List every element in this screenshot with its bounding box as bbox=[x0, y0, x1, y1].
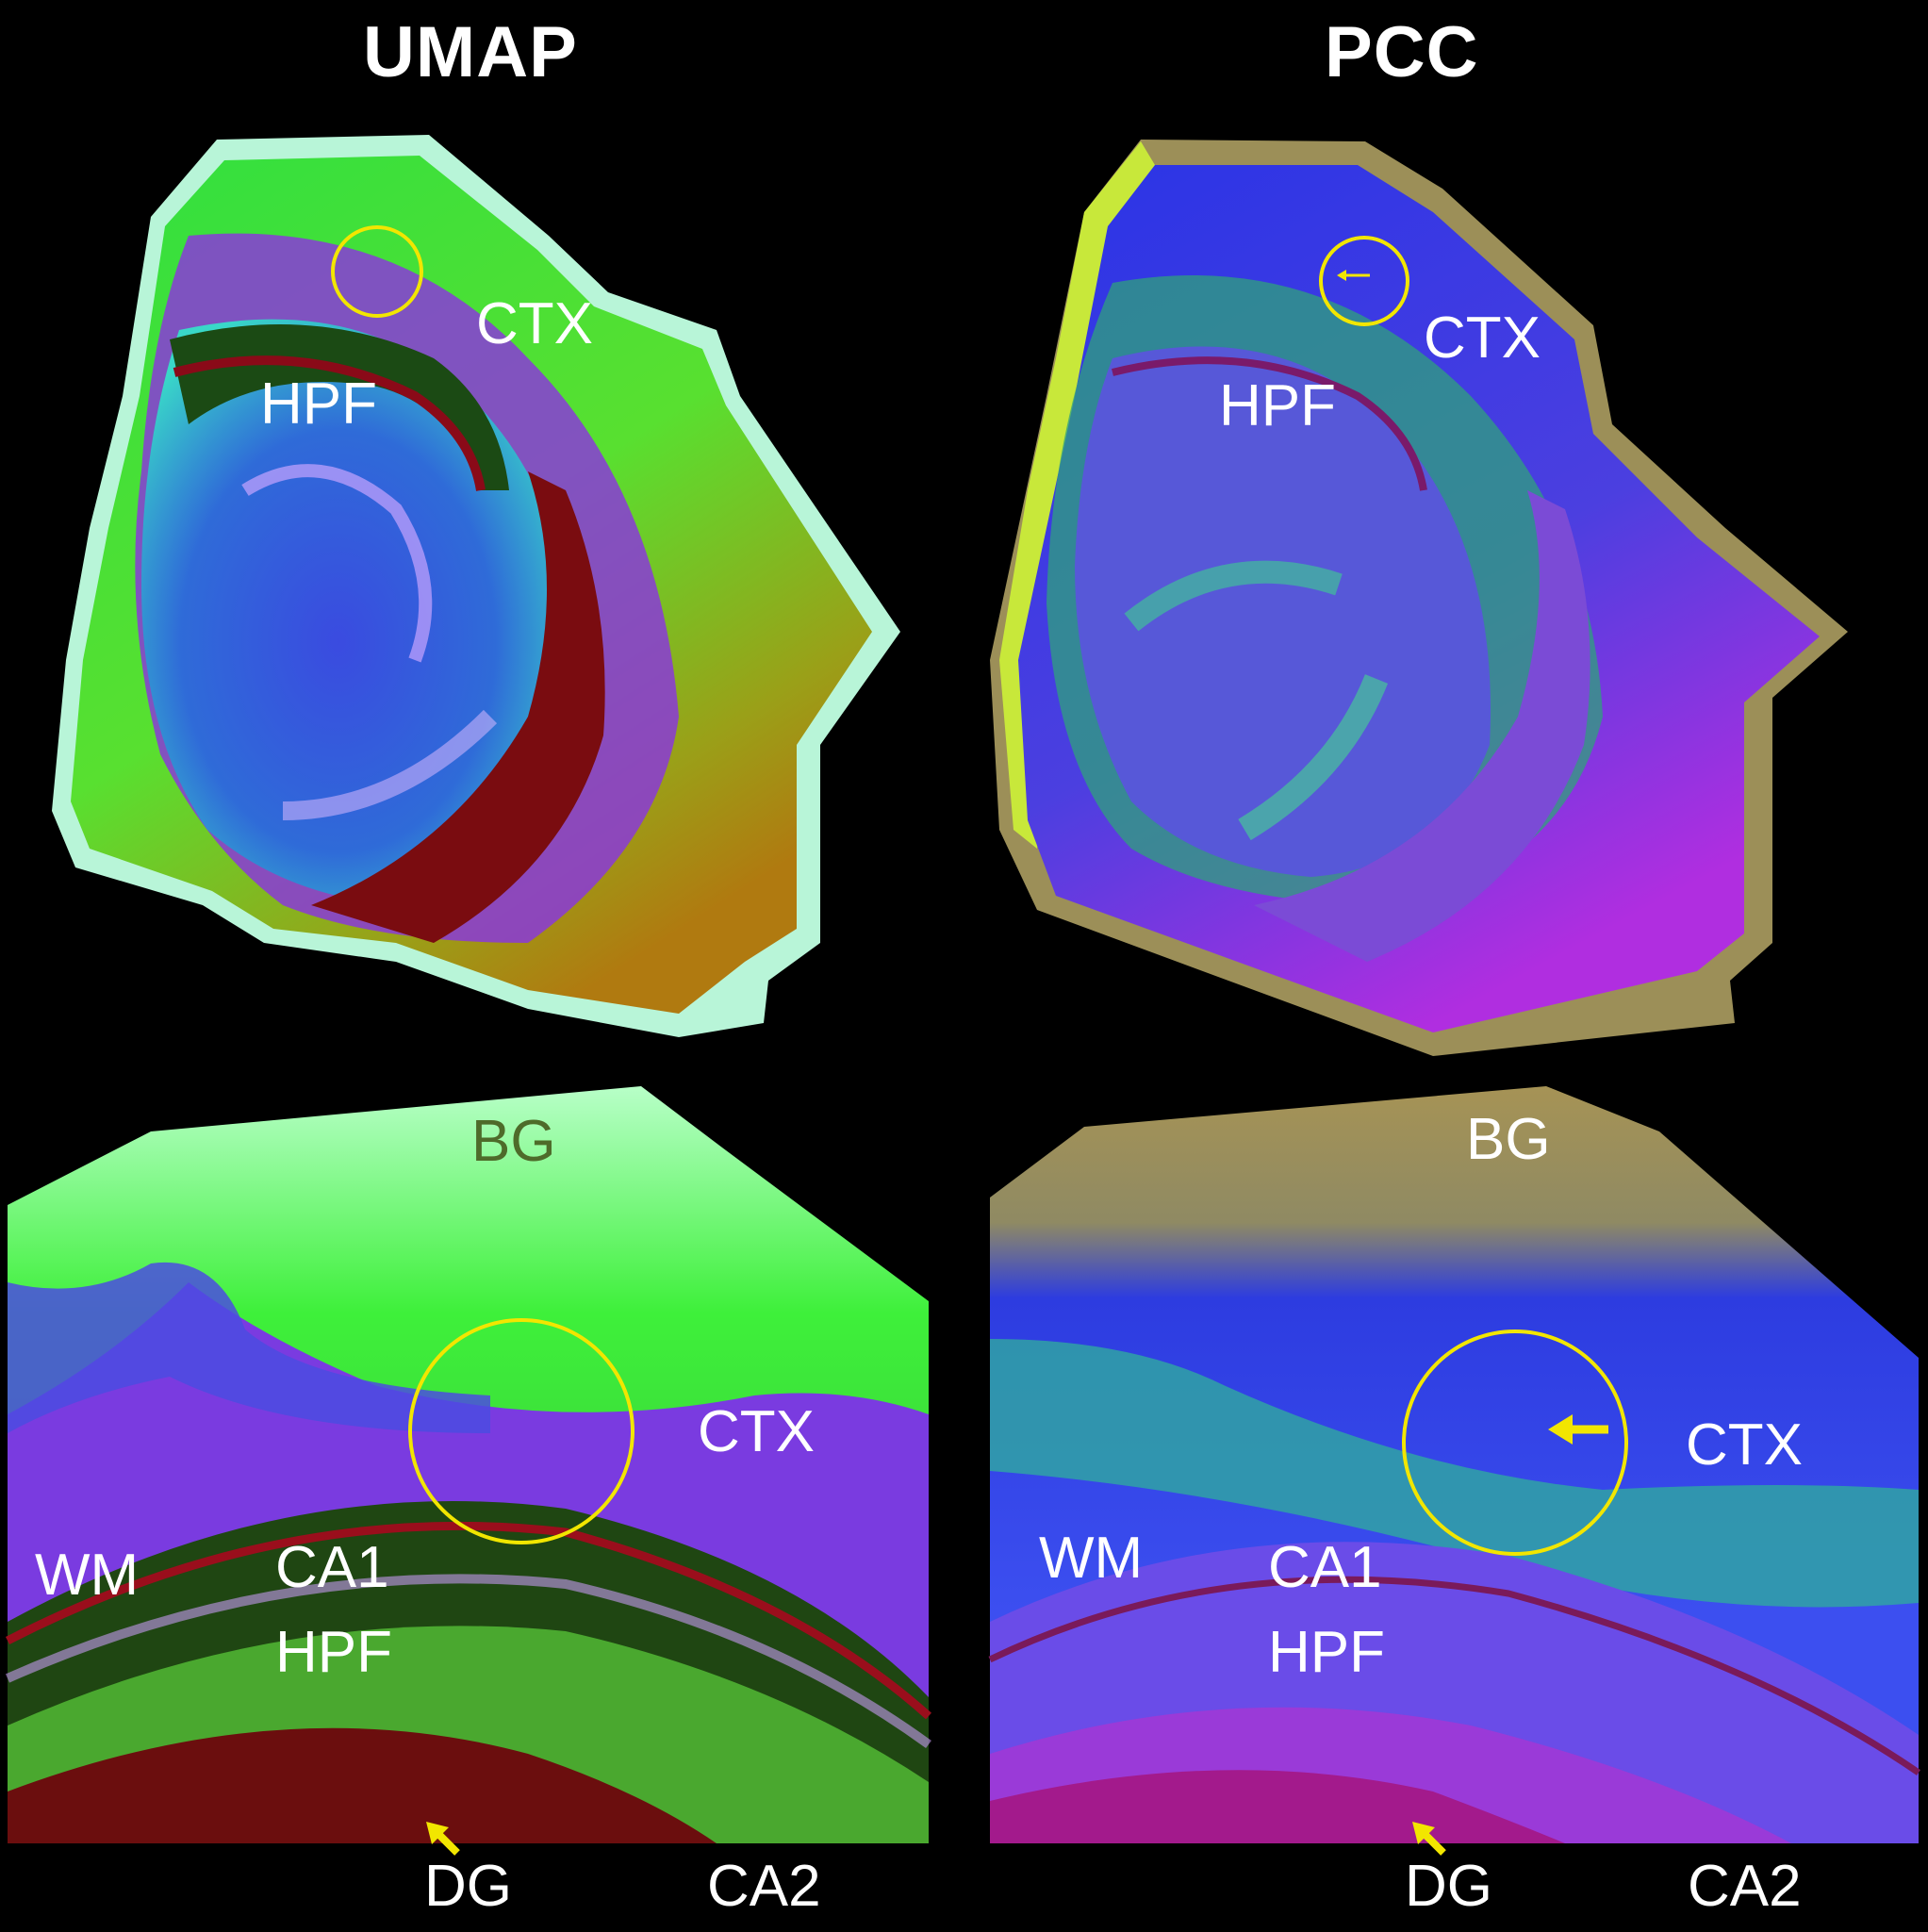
umap-zoom-image bbox=[5, 1086, 932, 1843]
pcc-overview-roi-circle bbox=[1319, 236, 1409, 326]
umap-zoom-ca2-label: CA2 bbox=[707, 1854, 821, 1919]
pcc-zoom-ca2-label: CA2 bbox=[1688, 1854, 1802, 1919]
pcc-zoom-ctx-label: CTX bbox=[1686, 1412, 1803, 1478]
umap-zoom-roi-circle bbox=[408, 1318, 634, 1544]
umap-zoom-ctx-label: CTX bbox=[698, 1399, 815, 1464]
pcc-title: PCC bbox=[1325, 12, 1479, 92]
umap-dg-arrow-icon bbox=[426, 1822, 460, 1856]
pcc-zoom-arrow-icon bbox=[1548, 1414, 1608, 1445]
pcc-zoom-bg-label: BG bbox=[1466, 1107, 1551, 1172]
pcc-overview-image bbox=[990, 140, 1848, 1056]
pcc-dg-arrow-icon bbox=[1412, 1822, 1446, 1856]
umap-overview-ctx-label: CTX bbox=[476, 291, 593, 356]
umap-zoom-bg-label: BG bbox=[471, 1109, 556, 1174]
umap-title: UMAP bbox=[363, 12, 578, 92]
pcc-zoom-image bbox=[988, 1086, 1920, 1843]
umap-zoom-hpf-label: HPF bbox=[275, 1620, 392, 1685]
umap-overview-image bbox=[52, 135, 900, 1037]
pcc-zoom-roi-circle bbox=[1402, 1329, 1628, 1556]
pcc-zoom-wm-label: WM bbox=[1039, 1526, 1144, 1591]
pcc-overview-hpf-label: HPF bbox=[1219, 373, 1336, 438]
umap-zoom-dg-label: DG bbox=[424, 1854, 512, 1919]
umap-zoom-wm-label: WM bbox=[35, 1543, 140, 1608]
pcc-zoom-ca1-label: CA1 bbox=[1268, 1535, 1382, 1600]
umap-overview-roi-circle bbox=[331, 225, 423, 318]
umap-overview-hpf-label: HPF bbox=[260, 372, 377, 437]
pcc-overview-arrow-icon bbox=[1337, 270, 1370, 281]
umap-zoom-ca1-label: CA1 bbox=[275, 1535, 389, 1600]
pcc-zoom-hpf-label: HPF bbox=[1268, 1620, 1385, 1685]
pcc-zoom-dg-label: DG bbox=[1405, 1854, 1492, 1919]
pcc-overview-ctx-label: CTX bbox=[1424, 305, 1541, 371]
